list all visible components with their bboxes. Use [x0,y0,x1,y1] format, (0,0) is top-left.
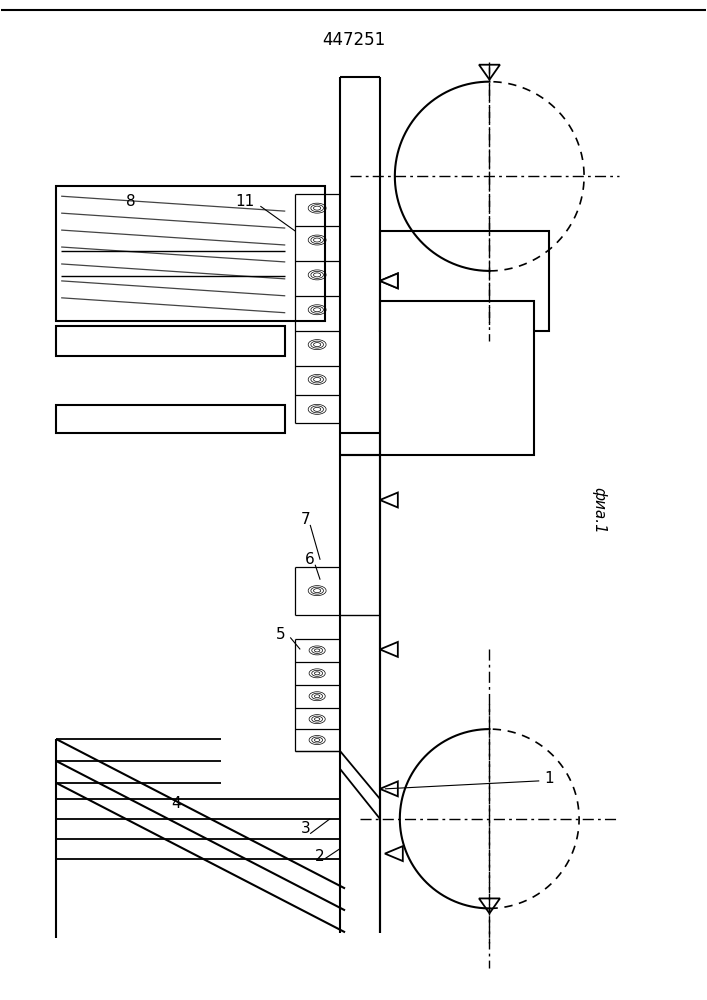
Polygon shape [479,898,500,913]
Bar [56,405,285,433]
Bar [380,231,549,331]
Text: 5: 5 [276,627,285,642]
Text: 1: 1 [544,771,554,786]
Bar [380,301,534,455]
Polygon shape [380,642,398,657]
Text: 447251: 447251 [322,31,385,49]
Text: 11: 11 [236,194,255,209]
Text: 2: 2 [315,849,325,864]
Polygon shape [380,781,398,796]
Polygon shape [380,273,398,288]
Text: 3: 3 [300,821,310,836]
Polygon shape [380,363,398,378]
Text: 6: 6 [305,552,315,567]
Text: 8: 8 [126,194,136,209]
Polygon shape [479,65,500,80]
Polygon shape [380,493,398,507]
Polygon shape [385,846,403,861]
Bar [56,186,325,321]
Text: 4: 4 [171,796,180,811]
Text: фиа.1: фиа.1 [592,487,607,533]
Polygon shape [380,273,398,288]
Bar [56,326,285,356]
Text: 7: 7 [300,512,310,527]
